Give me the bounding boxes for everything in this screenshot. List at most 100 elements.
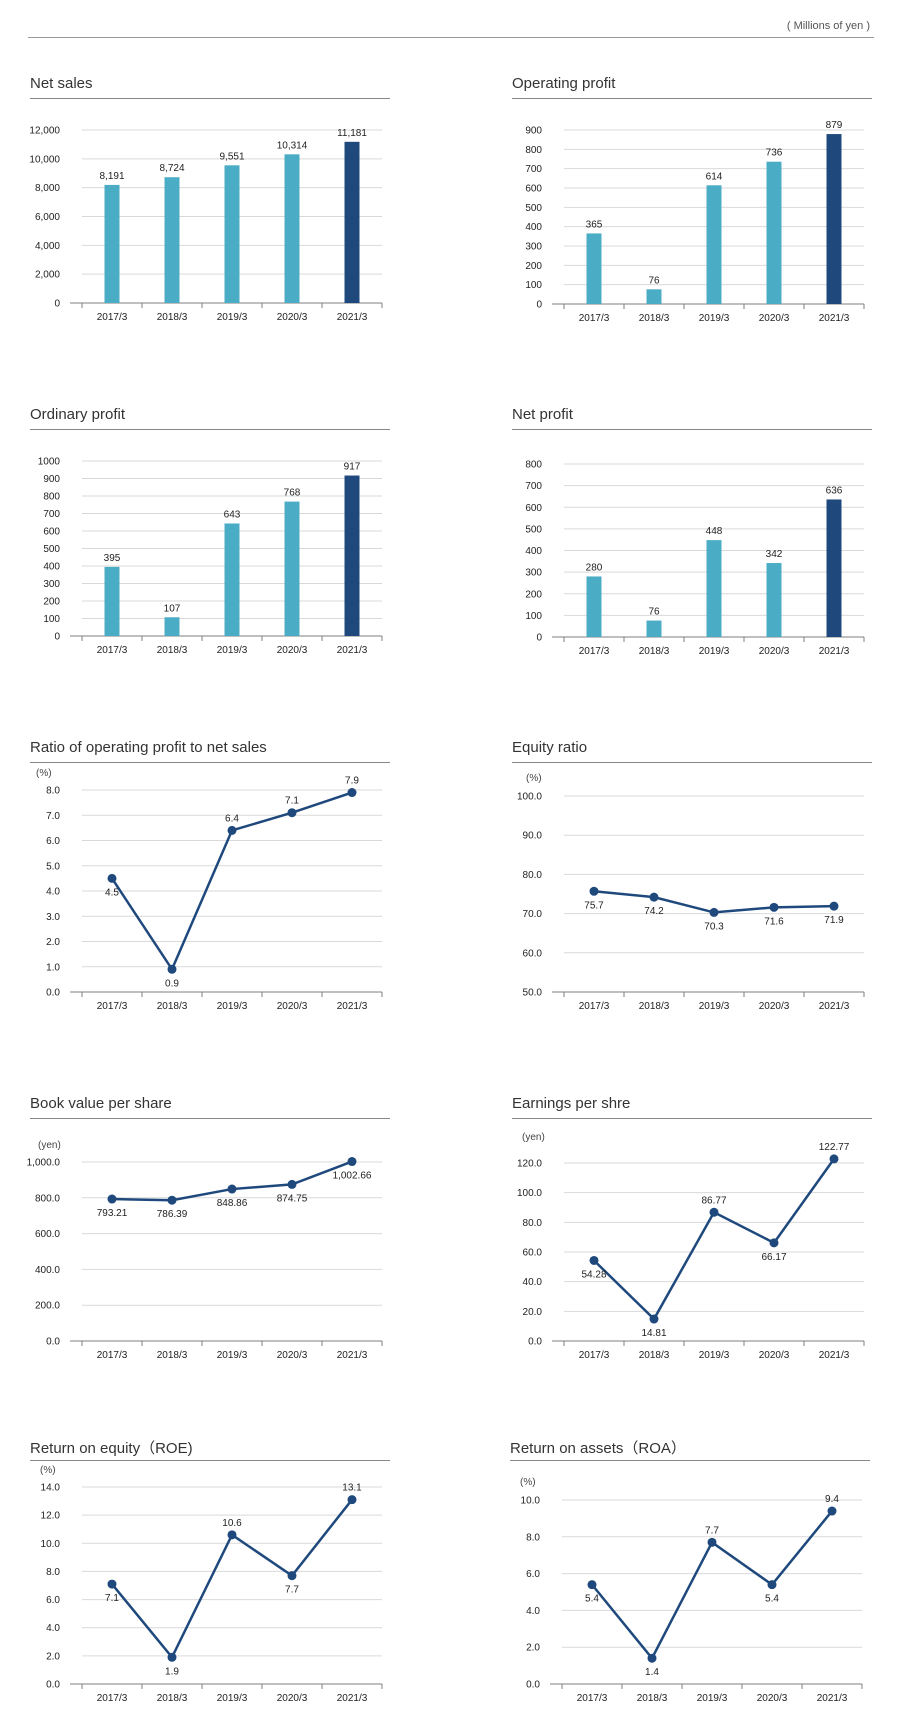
data-label: 342	[766, 549, 783, 560]
title-rule	[512, 98, 872, 99]
x-tick-label: 2017/3	[97, 1001, 128, 1012]
chart-op-ratio: 0.0 1.0 2.0 3.0 4.0 5.0 6.0 7.0 8.0 2017/3 2018/3 2…	[46, 776, 383, 1012]
y-tick-label: 6,000	[35, 212, 60, 223]
panel-bvps: Book value per share (yen) 0.0 200.0 400.0…	[27, 1095, 390, 1365]
y-tick-label: 0	[54, 632, 60, 643]
x-tick-label: 2021/3	[819, 313, 850, 324]
data-label: 5.4	[765, 1594, 779, 1605]
x-tick-label: 2019/3	[217, 312, 248, 323]
y-tick-label: 0	[54, 299, 60, 310]
y-tick-label: 10.0	[41, 1539, 61, 1550]
data-label: 6.4	[225, 813, 239, 824]
bar	[104, 184, 120, 303]
x-tick-label: 2017/3	[97, 1693, 128, 1704]
data-point	[829, 901, 839, 911]
x-tick-label: 2018/3	[639, 313, 670, 324]
bar	[344, 475, 360, 636]
data-label: 76	[648, 275, 660, 286]
data-label: 8,191	[99, 171, 124, 182]
x-tick-label: 2018/3	[157, 312, 188, 323]
data-point	[287, 808, 297, 818]
x-tick-label: 2019/3	[699, 646, 730, 657]
y-tick-label: 200	[43, 597, 60, 608]
y-tick-label: 80.0	[523, 1218, 543, 1229]
data-label: 7.9	[345, 776, 359, 787]
panel-equity-ratio: Equity ratio 50.0 60.0 70.0 80.0 90.0 100.0 20…	[512, 739, 872, 1012]
x-tick-label: 2021/3	[817, 1693, 848, 1704]
y-tick-label: 8.0	[46, 1567, 60, 1578]
data-point	[167, 1652, 177, 1662]
panel-roa: Return on assets（ROA） (%) 0.0 2.0 4.0 6.0 8.…	[510, 1437, 870, 1717]
bar	[104, 566, 120, 636]
data-point	[709, 1207, 719, 1217]
data-label: 365	[586, 219, 603, 230]
x-tick-label: 2020/3	[277, 645, 308, 656]
x-tick-label: 2017/3	[97, 645, 128, 656]
data-label: 71.6	[764, 916, 784, 927]
data-point	[347, 1495, 357, 1505]
x-tick-label: 2021/3	[819, 1350, 850, 1361]
y-tick-label: 300	[525, 242, 542, 253]
title-rule	[30, 1460, 390, 1461]
bar	[646, 289, 662, 304]
data-label: 86.77	[701, 1195, 726, 1206]
data-point	[107, 1579, 117, 1589]
y-tick-label: 600.0	[35, 1229, 60, 1240]
x-tick-label: 2018/3	[157, 1350, 188, 1361]
chart-roe: 0.0 2.0 4.0 6.0 8.0 10.0 12.0 14.0 2017/3 2018/3 2…	[41, 1483, 383, 1704]
data-label: 7.1	[105, 1593, 119, 1604]
data-label: 71.9	[824, 915, 844, 926]
y-tick-label: 100	[525, 280, 542, 291]
y-tick-label: 900	[43, 474, 60, 485]
y-tick-label: 6.0	[46, 1595, 60, 1606]
y-tick-label: 0.0	[46, 988, 60, 999]
series-line	[593, 1158, 836, 1322]
chart-roa: 0.0 2.0 4.0 6.0 8.0 10.0 2017/3 2018/3 2019/3 202…	[521, 1494, 863, 1704]
data-point	[167, 1195, 177, 1205]
data-point	[649, 892, 659, 902]
bar	[826, 499, 842, 637]
y-tick-label: 0	[536, 300, 542, 311]
x-tick-label: 2018/3	[157, 1693, 188, 1704]
y-tick-label: 400.0	[35, 1265, 60, 1276]
data-label: 0.9	[165, 978, 179, 989]
x-tick-label: 2020/3	[277, 1350, 308, 1361]
data-point	[829, 1154, 839, 1164]
title-rule	[30, 98, 390, 99]
y-tick-label: 600	[43, 527, 60, 538]
data-point	[227, 1184, 237, 1194]
title-rule	[510, 1460, 870, 1461]
y-tick-label: 12,000	[29, 126, 60, 137]
y-tick-label: 2.0	[526, 1643, 540, 1654]
data-label: 736	[766, 148, 783, 159]
x-tick-label: 2021/3	[819, 1001, 850, 1012]
data-label: 13.1	[342, 1483, 362, 1494]
x-tick-label: 2018/3	[639, 646, 670, 657]
data-label: 11,181	[337, 128, 367, 139]
data-label: 643	[224, 509, 241, 520]
y-tick-label: 70.0	[523, 909, 543, 920]
y-tick-label: 200	[525, 589, 542, 600]
data-label: 7.7	[705, 1525, 719, 1536]
data-label: 786.39	[157, 1209, 188, 1220]
y-tick-label: 100	[43, 614, 60, 625]
y-tick-label: 700	[525, 164, 542, 175]
x-tick-label: 2020/3	[277, 312, 308, 323]
y-tick-label: 120.0	[517, 1159, 542, 1170]
data-label: 75.7	[584, 900, 604, 911]
unit-label: (%)	[36, 768, 52, 779]
title-rule	[30, 1118, 390, 1119]
data-label: 1,002.66	[333, 1171, 372, 1182]
data-label: 54.28	[581, 1269, 606, 1280]
y-tick-label: 1,000.0	[27, 1158, 61, 1169]
title-rule	[512, 762, 872, 763]
unit-label: ( Millions of yen )	[786, 20, 870, 32]
x-tick-label: 2018/3	[157, 1001, 188, 1012]
data-label: 14.81	[641, 1328, 666, 1339]
data-point	[287, 1571, 297, 1581]
bar	[164, 617, 180, 636]
x-tick-label: 2018/3	[639, 1350, 670, 1361]
y-tick-label: 100.0	[517, 792, 542, 803]
x-tick-label: 2019/3	[217, 1001, 248, 1012]
chart-ordinary-profit: 0 100 200 300 400 500 600 700 800 900 1000 2017/3 20…	[38, 457, 383, 656]
